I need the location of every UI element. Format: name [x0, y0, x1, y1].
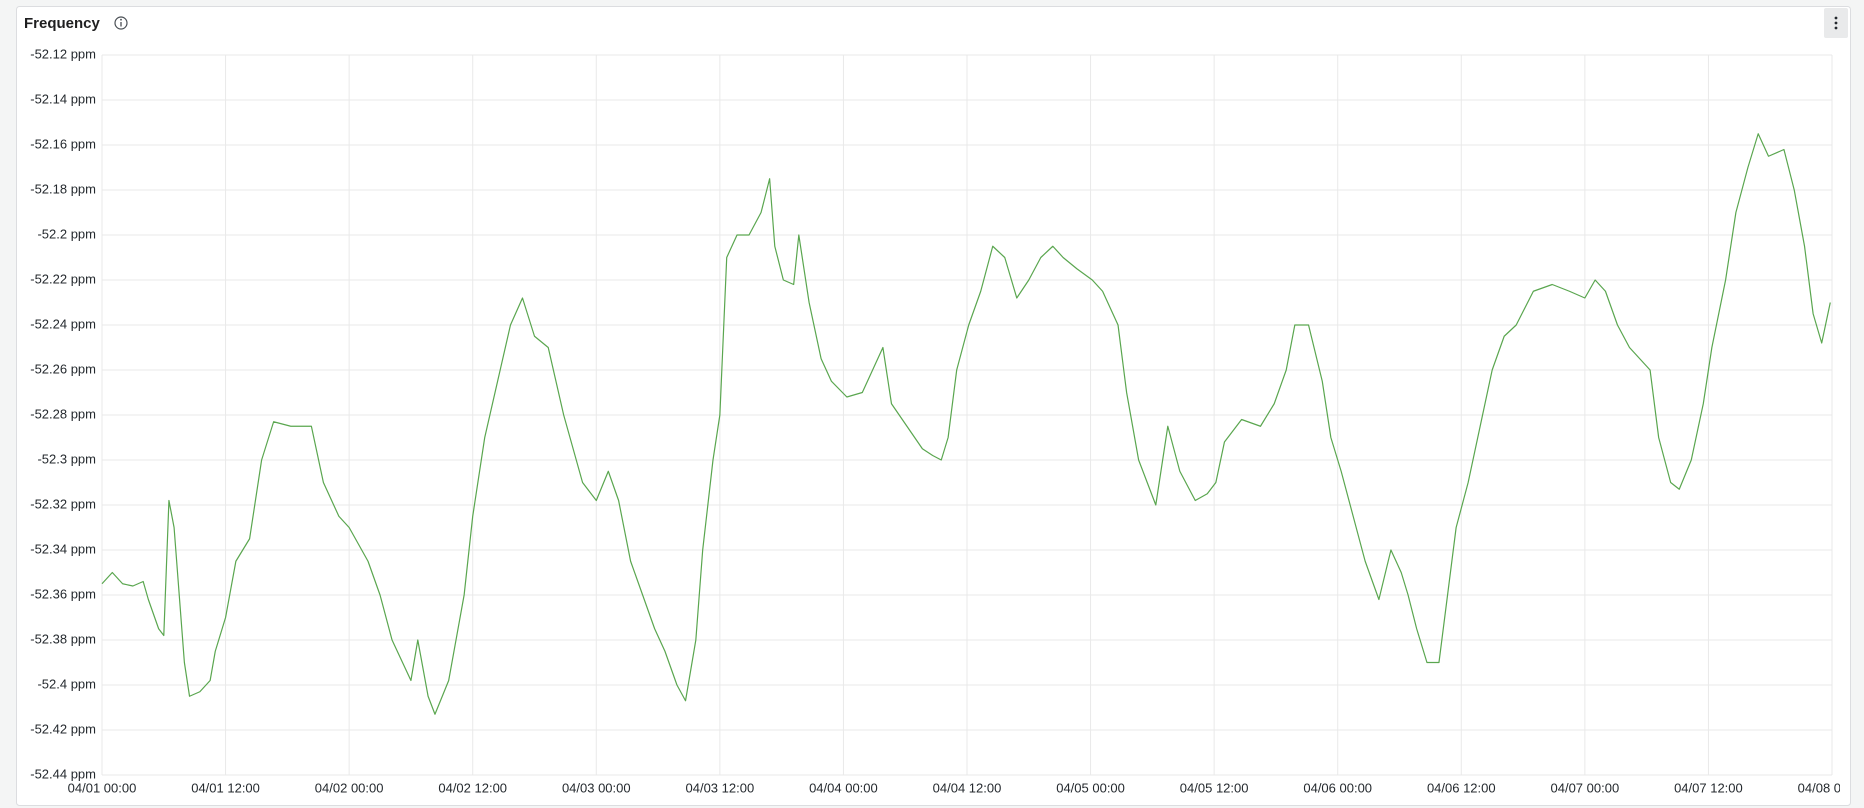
x-tick-label: 04/07 12:00: [1674, 780, 1743, 795]
x-tick-label: 04/02 12:00: [438, 780, 507, 795]
y-tick-label: -52.42 ppm: [30, 721, 96, 736]
panel-title: Frequency: [24, 15, 101, 32]
panel-menu-button[interactable]: [1824, 8, 1848, 38]
y-tick-label: -52.28 ppm: [30, 406, 96, 421]
x-tick-label: 04/05 12:00: [1180, 780, 1249, 795]
panel: [16, 6, 1851, 806]
y-tick-label: -52.24 ppm: [30, 316, 96, 331]
x-tick-label: 04/01 00:00: [68, 780, 137, 795]
axes: -52.12 ppm -52.14 ppm -52.16 ppm -52.18 ppm…: [30, 46, 1864, 795]
x-tick-label: 04/05 00:00: [1056, 780, 1125, 795]
y-tick-label: -52.12 ppm: [30, 46, 96, 61]
x-tick-label: 04/06 00:00: [1303, 780, 1372, 795]
y-tick-label: -52.44 ppm: [30, 766, 96, 781]
x-tick-label: 04/04 00:00: [809, 780, 878, 795]
x-tick-label: 04/06 12:00: [1427, 780, 1496, 795]
y-tick-label: -52.34 ppm: [30, 541, 96, 556]
y-tick-label: -52.36 ppm: [30, 586, 96, 601]
y-tick-label: -52.22 ppm: [30, 271, 96, 286]
y-tick-label: -52.3 ppm: [37, 451, 96, 466]
y-tick-label: -52.14 ppm: [30, 91, 96, 106]
info-icon[interactable]: [114, 16, 128, 30]
y-tick-label: -52.2 ppm: [37, 226, 96, 241]
x-tick-label: 04/02 00:00: [315, 780, 384, 795]
y-tick-label: -52.18 ppm: [30, 181, 96, 196]
series-line: [101, 133, 1831, 715]
y-tick-label: -52.32 ppm: [30, 496, 96, 511]
x-tick-label: 04/03 12:00: [686, 780, 755, 795]
y-tick-label: -52.26 ppm: [30, 361, 96, 376]
x-tick-label: 04/01 12:00: [191, 780, 260, 795]
y-tick-label: -52.38 ppm: [30, 631, 96, 646]
grid: [101, 54, 1833, 776]
x-tick-label: 04/04 12:00: [933, 780, 1002, 795]
x-tick-label: 04/07 00:00: [1551, 780, 1620, 795]
y-tick-label: -52.4 ppm: [37, 676, 96, 691]
x-tick-label: 04/03 00:00: [562, 780, 631, 795]
plot: [101, 133, 1831, 715]
y-tick-label: -52.16 ppm: [30, 136, 96, 151]
x-tick-label: 04/08 00:00: [1798, 780, 1864, 795]
